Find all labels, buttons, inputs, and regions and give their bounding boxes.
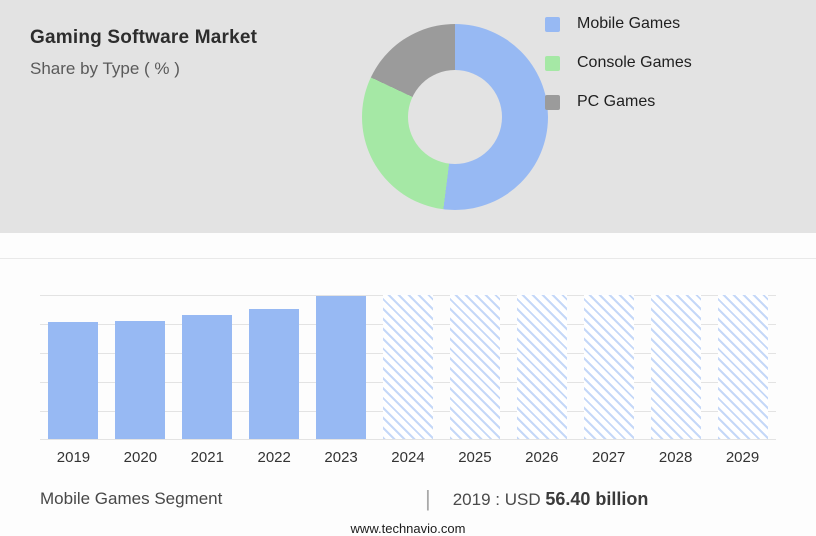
bar-column bbox=[508, 295, 575, 439]
footer-separator: | bbox=[425, 486, 431, 511]
x-axis-label: 2020 bbox=[123, 449, 158, 466]
x-axis-label: 2022 bbox=[257, 449, 291, 466]
bar-column bbox=[241, 295, 308, 439]
x-axis-label: 2021 bbox=[190, 449, 224, 466]
bar-chart-plot bbox=[40, 295, 776, 440]
x-axis-label: 2028 bbox=[658, 449, 693, 466]
bar-column bbox=[308, 295, 375, 439]
bar-column bbox=[441, 295, 508, 439]
value-bar bbox=[249, 309, 300, 439]
page-subtitle: Share by Type ( % ) bbox=[30, 59, 180, 78]
x-axis-label: 2027 bbox=[592, 449, 626, 466]
forecast-bar bbox=[583, 295, 634, 439]
legend-swatch-pc-icon bbox=[545, 94, 560, 110]
bar-column bbox=[709, 295, 776, 439]
bar-column bbox=[375, 295, 442, 439]
legend-item-pc-games: PC Games bbox=[545, 93, 692, 110]
bar-column bbox=[107, 295, 174, 439]
bar-column bbox=[174, 295, 241, 439]
section-divider bbox=[0, 258, 816, 259]
segment-value: 2019 : USD 56.40 billion bbox=[453, 489, 649, 510]
x-axis-label: 2023 bbox=[324, 449, 358, 466]
legend-label: PC Games bbox=[577, 93, 656, 110]
donut-chart-hole bbox=[408, 70, 502, 164]
legend-item-mobile-games: Mobile Games bbox=[545, 15, 692, 32]
bar-column bbox=[40, 295, 107, 439]
x-axis-label: 2029 bbox=[725, 449, 760, 466]
legend-swatch-mobile-icon bbox=[545, 16, 560, 32]
footer-row: Mobile Games Segment | 2019 : USD 56.40 … bbox=[40, 486, 776, 512]
bar-column bbox=[642, 295, 709, 439]
x-axis-label: 2019 bbox=[56, 449, 91, 466]
bar-column bbox=[575, 295, 642, 439]
forecast-bar bbox=[382, 295, 433, 439]
forecast-bar bbox=[717, 295, 768, 439]
value-bar bbox=[316, 296, 367, 439]
segment-value-prefix: 2019 : USD bbox=[452, 489, 546, 509]
forecast-bar bbox=[650, 295, 701, 439]
x-axis-label: 2025 bbox=[458, 449, 492, 466]
page-title: Gaming Software Market bbox=[30, 27, 258, 48]
legend-item-console-games: Console Games bbox=[545, 54, 692, 71]
x-axis-label: 2024 bbox=[391, 449, 425, 466]
value-bar bbox=[48, 322, 99, 439]
bar-chart-bars bbox=[40, 295, 776, 439]
legend-label: Console Games bbox=[577, 54, 692, 71]
website-url: www.technavio.com bbox=[350, 521, 466, 536]
header-text-block: Gaming Software Market Share by Type ( %… bbox=[30, 27, 257, 79]
value-bar bbox=[115, 320, 166, 439]
forecast-bar bbox=[449, 295, 500, 439]
donut-legend: Mobile Games Console Games PC Games bbox=[545, 15, 692, 133]
legend-label: Mobile Games bbox=[577, 15, 681, 32]
x-axis-label: 2026 bbox=[525, 449, 559, 466]
bar-chart-xlabels: 2019 2020 2021 2022 2023 2024 2025 2026 2027 2028… bbox=[40, 449, 776, 466]
donut-chart bbox=[362, 24, 548, 210]
segment-value-amount: 56.40 billion bbox=[545, 488, 649, 509]
value-bar bbox=[182, 315, 233, 439]
legend-swatch-console-icon bbox=[545, 55, 560, 71]
header-section: Gaming Software Market Share by Type ( %… bbox=[0, 0, 816, 233]
segment-label: Mobile Games Segment bbox=[40, 489, 223, 508]
forecast-bar bbox=[516, 295, 567, 439]
